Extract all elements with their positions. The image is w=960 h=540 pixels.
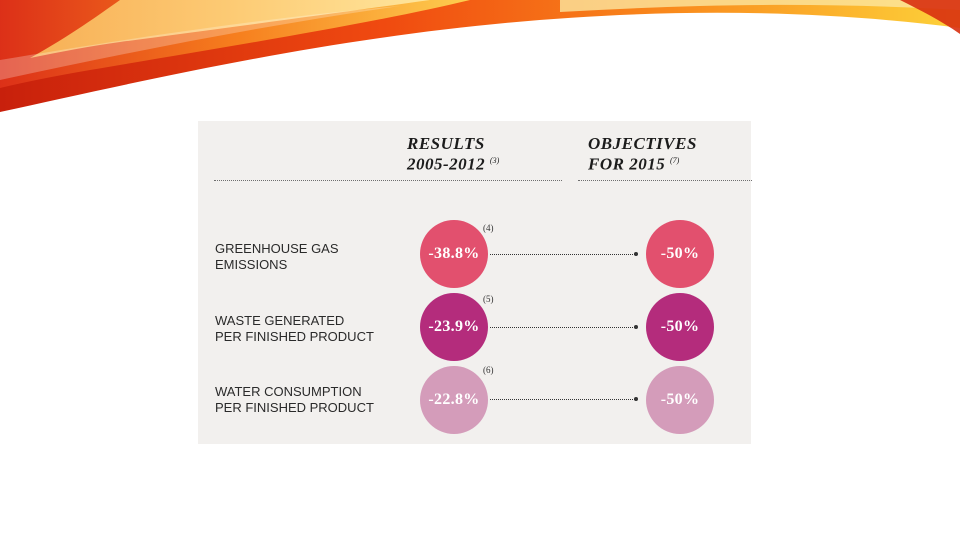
- objectives-title: OBJECTIVES: [588, 134, 697, 153]
- metric-label: GREENHOUSE GAS EMISSIONS: [215, 241, 395, 273]
- metric-row-greenhouse: GREENHOUSE GAS EMISSIONS -38.8% (4) -50%: [198, 216, 751, 292]
- result-value: -38.8%: [428, 245, 480, 262]
- metric-label-line2: PER FINISHED PRODUCT: [215, 329, 374, 344]
- result-footnote: (5): [483, 294, 494, 304]
- metric-label-line1: GREENHOUSE GAS: [215, 241, 339, 256]
- metric-label: WATER CONSUMPTION PER FINISHED PRODUCT: [215, 384, 395, 416]
- results-column-header: RESULTS 2005-2012 (3): [407, 135, 499, 173]
- result-footnote: (4): [483, 223, 494, 233]
- results-years: 2005-2012: [407, 154, 486, 174]
- result-to-objective-connector: [490, 327, 635, 328]
- connector-end-dot: [634, 252, 638, 256]
- objective-circle: -50%: [646, 220, 714, 288]
- objective-circle: -50%: [646, 293, 714, 361]
- results-title: RESULTS: [407, 134, 485, 153]
- result-footnote: (6): [483, 365, 494, 375]
- result-to-objective-connector: [490, 399, 635, 400]
- metric-label-line1: WATER CONSUMPTION: [215, 384, 362, 399]
- metric-label: WASTE GENERATED PER FINISHED PRODUCT: [215, 313, 395, 345]
- decorative-swoosh-banner: [0, 0, 960, 112]
- connector-end-dot: [634, 325, 638, 329]
- objectives-years: FOR 2015: [588, 154, 666, 174]
- metric-row-water: WATER CONSUMPTION PER FINISHED PRODUCT -…: [198, 361, 751, 437]
- metric-label-line1: WASTE GENERATED: [215, 313, 345, 328]
- result-circle: -23.9%: [420, 293, 488, 361]
- result-to-objective-connector: [490, 254, 635, 255]
- objective-value: -50%: [660, 245, 700, 262]
- metric-label-line2: PER FINISHED PRODUCT: [215, 400, 374, 415]
- header-divider-right: [578, 180, 752, 181]
- header-divider-left: [214, 180, 562, 181]
- objectives-column-header: OBJECTIVES FOR 2015 (7): [588, 135, 697, 173]
- environmental-results-panel: RESULTS 2005-2012 (3) OBJECTIVES FOR 201…: [198, 121, 752, 444]
- metric-row-waste: WASTE GENERATED PER FINISHED PRODUCT -23…: [198, 289, 751, 365]
- result-circle: -22.8%: [420, 366, 488, 434]
- result-value: -23.9%: [428, 318, 480, 335]
- objective-value: -50%: [660, 318, 700, 335]
- objectives-footnote: (7): [669, 156, 680, 165]
- objective-value: -50%: [660, 391, 700, 408]
- result-value: -22.8%: [428, 391, 480, 408]
- connector-end-dot: [634, 397, 638, 401]
- metric-label-line2: EMISSIONS: [215, 257, 288, 272]
- result-circle: -38.8%: [420, 220, 488, 288]
- results-footnote: (3): [489, 156, 500, 165]
- objective-circle: -50%: [646, 366, 714, 434]
